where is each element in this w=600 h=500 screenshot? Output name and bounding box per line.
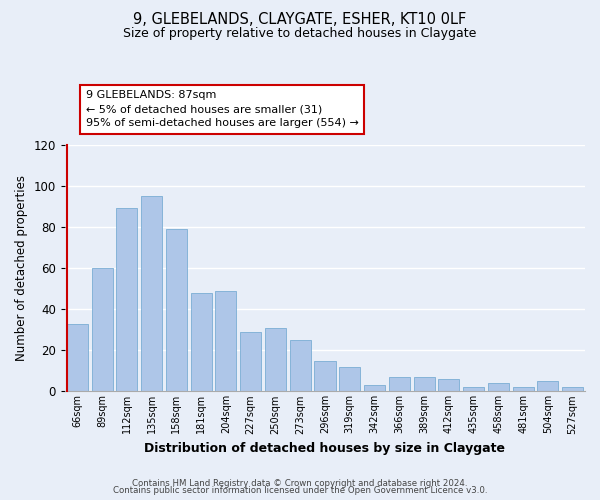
Bar <box>191 292 212 392</box>
Bar <box>562 388 583 392</box>
Bar <box>463 388 484 392</box>
Bar <box>389 377 410 392</box>
Bar <box>166 229 187 392</box>
Bar <box>413 377 434 392</box>
Bar <box>265 328 286 392</box>
Bar <box>116 208 137 392</box>
Text: Contains public sector information licensed under the Open Government Licence v3: Contains public sector information licen… <box>113 486 487 495</box>
Bar <box>240 332 261 392</box>
Bar <box>512 388 533 392</box>
Bar <box>92 268 113 392</box>
Bar <box>290 340 311 392</box>
Bar <box>488 383 509 392</box>
Bar <box>215 290 236 392</box>
Y-axis label: Number of detached properties: Number of detached properties <box>15 175 28 361</box>
Bar <box>364 385 385 392</box>
Bar <box>538 381 559 392</box>
Bar <box>141 196 162 392</box>
Bar <box>438 379 460 392</box>
Text: 9 GLEBELANDS: 87sqm
← 5% of detached houses are smaller (31)
95% of semi-detache: 9 GLEBELANDS: 87sqm ← 5% of detached hou… <box>86 90 359 128</box>
X-axis label: Distribution of detached houses by size in Claygate: Distribution of detached houses by size … <box>145 442 505 455</box>
Text: 9, GLEBELANDS, CLAYGATE, ESHER, KT10 0LF: 9, GLEBELANDS, CLAYGATE, ESHER, KT10 0LF <box>133 12 467 28</box>
Bar <box>339 366 360 392</box>
Text: Contains HM Land Registry data © Crown copyright and database right 2024.: Contains HM Land Registry data © Crown c… <box>132 478 468 488</box>
Bar <box>67 324 88 392</box>
Bar <box>314 360 335 392</box>
Text: Size of property relative to detached houses in Claygate: Size of property relative to detached ho… <box>124 28 476 40</box>
